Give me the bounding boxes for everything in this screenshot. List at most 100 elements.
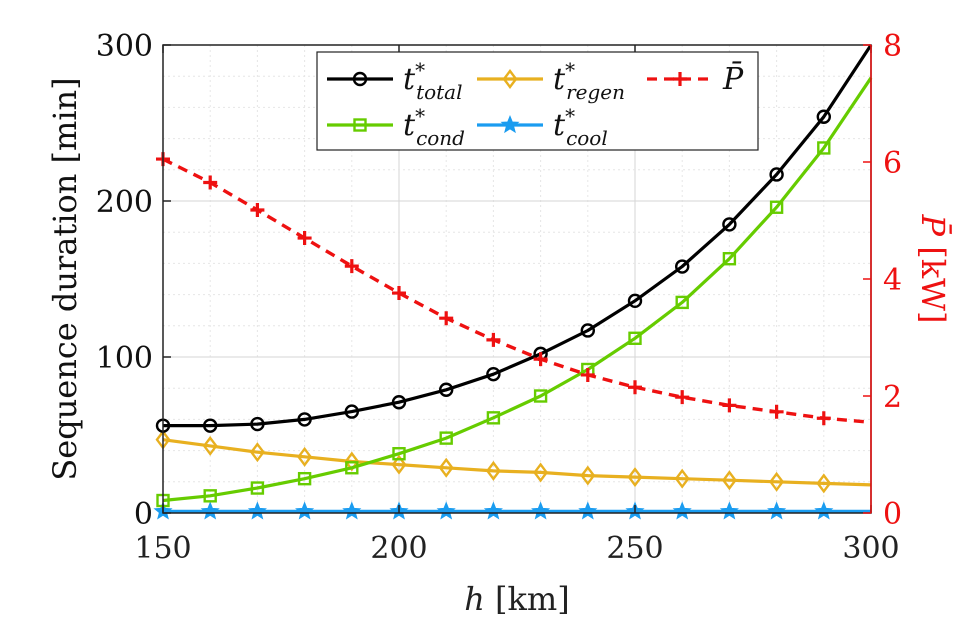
data-point-total [816,109,831,124]
data-point-regen [249,442,265,463]
legend-item-power: P̄ [647,61,744,97]
data-point-regen [769,471,785,492]
data-point-power [628,380,642,395]
data-point-regen [297,446,313,467]
legend-item-cool: t* cool [477,104,608,150]
data-point-cond [250,481,265,495]
legend-swatch-marker [673,72,687,86]
x-tick-label: 200 [370,531,427,566]
data-point-total [391,395,407,410]
data-point-total [722,217,737,232]
data-point-power [533,352,548,367]
data-point-regen [344,451,360,472]
legend: t* total t* regen P̄ t* cond t* cool [316,51,759,151]
data-point-cond [533,389,548,403]
y-left-tick-label: 100 [96,341,153,376]
data-point-cool [719,501,739,520]
series-line-cond [162,76,873,503]
data-point-power [344,259,359,274]
legend-box [316,51,759,151]
y-right-axis-label-unit: [kW] [914,246,952,323]
legend-label-power: P̄ [722,61,744,97]
data-point-cool [578,501,598,520]
data-point-cond [392,447,406,461]
data-point-power [722,398,737,413]
data-point-power [816,411,831,426]
data-point-power [580,367,595,382]
y-left-tick-label: 200 [96,185,153,220]
data-point-regen [674,468,690,489]
x-axis-label: h [km] [464,580,569,618]
y-right-tick-label: 6 [883,146,902,181]
x-axis-label-var: h [464,580,495,618]
data-point-cond [675,295,689,310]
legend-swatch-marker [353,118,367,132]
data-point-power [203,175,218,190]
data-point-cond [628,331,642,345]
data-point-cool [436,501,456,520]
data-point-cond [297,471,312,486]
x-tick-label: 150 [134,531,191,566]
data-point-cond [345,461,359,475]
series-total [155,44,873,433]
x-tick-label: 300 [842,531,899,566]
legend-swatch-marker [352,71,368,87]
series-regen [155,429,872,494]
data-point-cond [817,141,831,155]
data-point-power [675,390,690,405]
data-point-total [250,416,265,432]
series-cool [153,501,871,520]
data-point-total [202,418,218,433]
data-point-cond [203,489,217,503]
y-left-tick-label: 300 [96,29,153,64]
y-left-axis-label: Sequence duration [min] [46,77,84,480]
data-point-power [439,311,454,326]
data-point-regen [202,435,218,456]
data-point-cool [672,501,692,520]
data-point-cool [483,501,503,520]
legend-item-regen: t* regen [477,58,625,104]
data-point-power [297,231,312,246]
data-point-regen [721,470,737,491]
legend-label-cond: t* cond [403,104,465,150]
data-point-total [580,323,595,338]
legend-label-regen: t* regen [553,58,625,104]
series-line-regen [162,438,872,487]
data-point-cond [439,431,453,445]
legend-label-cool: t* cool [553,104,608,150]
data-point-cool [295,501,315,520]
y-right-tick-label: 8 [883,29,902,64]
x-axis-label-unit: [km] [495,580,570,618]
legend-swatch-marker [500,114,520,134]
y-right-tick-label: 2 [883,380,902,415]
legend-swatch-marker [502,69,518,89]
legend-label-total: t* total [403,58,463,104]
data-point-cond [722,252,737,266]
data-point-regen [533,462,549,483]
data-point-cond [486,411,501,425]
data-point-total [344,404,359,419]
data-point-cond [769,200,784,214]
x-tick-label: 250 [606,531,663,566]
data-point-cool [200,501,220,520]
data-point-total [769,167,784,182]
data-point-cool [767,501,787,520]
data-point-power [769,404,784,419]
data-point-cool [814,501,834,520]
data-point-power [392,286,406,301]
y-right-tick-label: 0 [883,497,902,532]
series-line-power [162,157,872,424]
data-point-regen [816,473,832,494]
data-point-regen [580,465,596,486]
data-point-regen [391,454,407,475]
y-left-tick-label: 0 [134,497,153,532]
data-point-regen [627,467,643,488]
series-cond [156,76,873,508]
y-right-axis-label: P̄ [kW] [914,214,952,324]
data-point-total [439,382,454,397]
data-point-power [250,202,265,217]
series-layer [153,44,873,520]
data-point-cool [531,501,551,520]
legend-item-cond: t* cond [327,104,465,150]
